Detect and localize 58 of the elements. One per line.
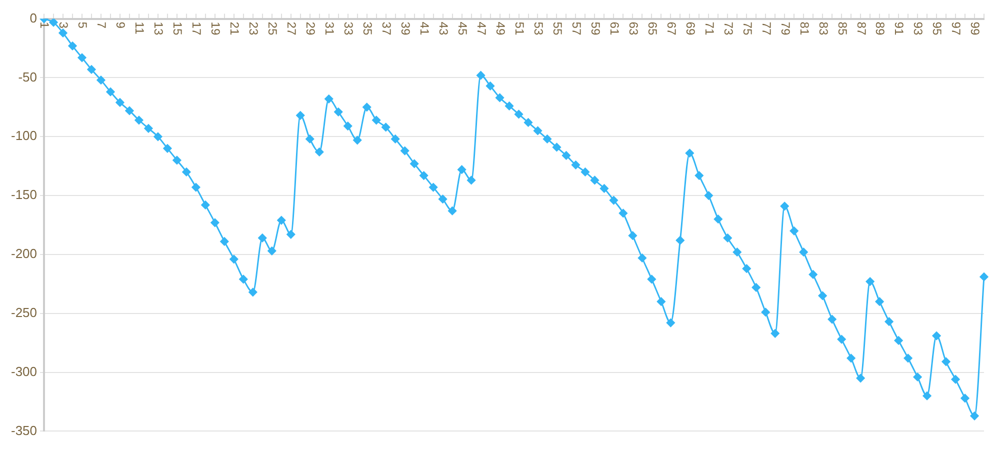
x-tick-label: 63 xyxy=(626,22,640,36)
x-tick-label: 75 xyxy=(740,22,754,36)
x-tick-label: 7 xyxy=(94,22,109,29)
x-tick-label: 61 xyxy=(607,22,622,36)
x-tick-label: 25 xyxy=(266,22,280,36)
y-tick-label: -50 xyxy=(18,69,38,84)
x-tick-label: 41 xyxy=(417,22,432,36)
x-tick-label: 73 xyxy=(721,22,736,36)
y-tick-label: -150 xyxy=(10,187,38,202)
x-tick-label: 23 xyxy=(246,22,261,36)
x-tick-label: 11 xyxy=(132,22,147,35)
x-tick-label: 67 xyxy=(664,22,678,36)
x-tick-label: 87 xyxy=(854,22,868,36)
x-tick-label: 49 xyxy=(493,22,508,36)
x-tick-label: 47 xyxy=(474,22,488,36)
y-tick-label: 0 xyxy=(30,10,38,26)
x-tick-label: 65 xyxy=(645,22,660,36)
x-tick-label: 89 xyxy=(873,22,888,36)
x-tick-label: 5 xyxy=(76,22,90,29)
x-tick-label: 27 xyxy=(284,22,299,36)
x-tick-label: 79 xyxy=(778,22,792,36)
x-tick-label: 31 xyxy=(322,22,337,36)
x-tick-label: 17 xyxy=(190,22,204,36)
x-tick-label: 51 xyxy=(512,22,526,36)
x-tick-label: 59 xyxy=(588,22,602,36)
x-tick-label: 15 xyxy=(170,22,185,36)
x-tick-label: 1 xyxy=(38,22,52,29)
x-tick-label: 45 xyxy=(455,22,470,36)
x-tick-label: 9 xyxy=(114,22,128,29)
x-tick-label: 91 xyxy=(892,22,906,36)
x-tick-label: 57 xyxy=(569,22,584,36)
x-tick-label: 81 xyxy=(797,22,812,36)
x-tick-label: 55 xyxy=(550,22,564,36)
x-tick-label: 13 xyxy=(152,22,166,36)
x-tick-label: 35 xyxy=(360,22,375,36)
y-tick-label: -350 xyxy=(10,422,38,438)
x-tick-label: 71 xyxy=(702,22,716,36)
x-tick-label: 93 xyxy=(911,22,926,36)
x-tick-label: 29 xyxy=(304,22,318,36)
x-tick-label: 69 xyxy=(683,22,698,36)
x-tick-label: 77 xyxy=(759,22,774,36)
x-tick-label: 83 xyxy=(816,22,830,36)
x-tick-label: 95 xyxy=(930,22,944,36)
x-tick-label: 21 xyxy=(228,22,242,36)
x-tick-label: 43 xyxy=(436,22,450,36)
y-tick-label: -100 xyxy=(10,128,38,144)
x-tick-label: 3 xyxy=(56,22,71,29)
y-tick-label: -200 xyxy=(10,246,38,262)
x-tick-label: 53 xyxy=(531,22,546,36)
x-tick-label: 19 xyxy=(208,22,223,36)
x-tick-label: 99 xyxy=(968,22,982,36)
y-tick-label: -250 xyxy=(10,304,38,320)
x-tick-label: 97 xyxy=(949,22,964,36)
x-tick-label: 33 xyxy=(342,22,356,36)
x-tick-label: 37 xyxy=(380,22,394,36)
x-tick-label: 39 xyxy=(398,22,413,36)
x-tick-label: 85 xyxy=(835,22,850,36)
y-tick-label: -300 xyxy=(10,364,38,379)
